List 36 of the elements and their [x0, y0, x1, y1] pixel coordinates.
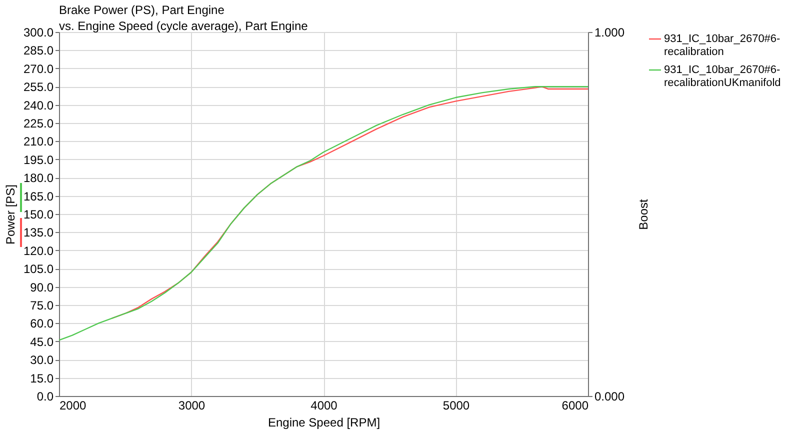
- y-tick-label: 180.0: [23, 171, 54, 186]
- chart-subtitle: vs. Engine Speed (cycle average), Part Engine: [59, 19, 308, 33]
- line-series: [58, 86, 589, 341]
- x-tick-label: 6000: [562, 398, 589, 412]
- y-tick-label: 285.0: [23, 44, 54, 58]
- x-tick-label: 2000: [60, 398, 87, 412]
- legend-label: 931_IC_10bar_2670#6-recalibration: [664, 33, 781, 58]
- y2-tick-label: 1.000: [594, 26, 625, 40]
- y-tick-label: 30.0: [30, 353, 54, 368]
- y-tick-label: 135.0: [23, 226, 54, 240]
- y2-tick-label: 0.000: [594, 390, 625, 404]
- y-tick-label: 105.0: [23, 262, 54, 276]
- y-tick-label: 75.0: [30, 298, 54, 312]
- y-tick-label: 45.0: [30, 334, 54, 349]
- x-tick-label: 3000: [178, 398, 206, 412]
- y-tick-label: 240.0: [23, 98, 54, 112]
- y-tick-label: 90.0: [30, 280, 54, 294]
- y-tick-label: 120.0: [23, 244, 54, 258]
- x-tick-label: 4000: [310, 398, 338, 412]
- y-tick-label: 210.0: [23, 134, 54, 149]
- y-tick-label: 60.0: [30, 316, 54, 331]
- y-tick-label: 225.0: [23, 116, 54, 130]
- y2-axis-title: Boost: [636, 198, 651, 230]
- legend-label: 931_IC_10bar_2670#6-recalibrationUKmanifold: [664, 64, 781, 89]
- x-axis-title: Engine Speed [RPM]: [268, 416, 380, 430]
- y-axis-title: Power [PS]: [3, 184, 18, 245]
- y-tick-label: 300.0: [23, 26, 54, 40]
- y-tick-label: 195.0: [23, 152, 54, 167]
- y-tick-label: 150.0: [23, 208, 54, 222]
- chart-title: Brake Power (PS), Part Engine: [59, 3, 225, 17]
- y-tick-label: 255.0: [23, 80, 54, 94]
- y-tick-label: 270.0: [23, 62, 54, 76]
- y-tick-label: 165.0: [23, 189, 54, 204]
- y-tick-label: 0.0: [36, 390, 54, 404]
- y-tick-label: 15.0: [30, 371, 54, 386]
- x-tick-label: 5000: [442, 398, 470, 412]
